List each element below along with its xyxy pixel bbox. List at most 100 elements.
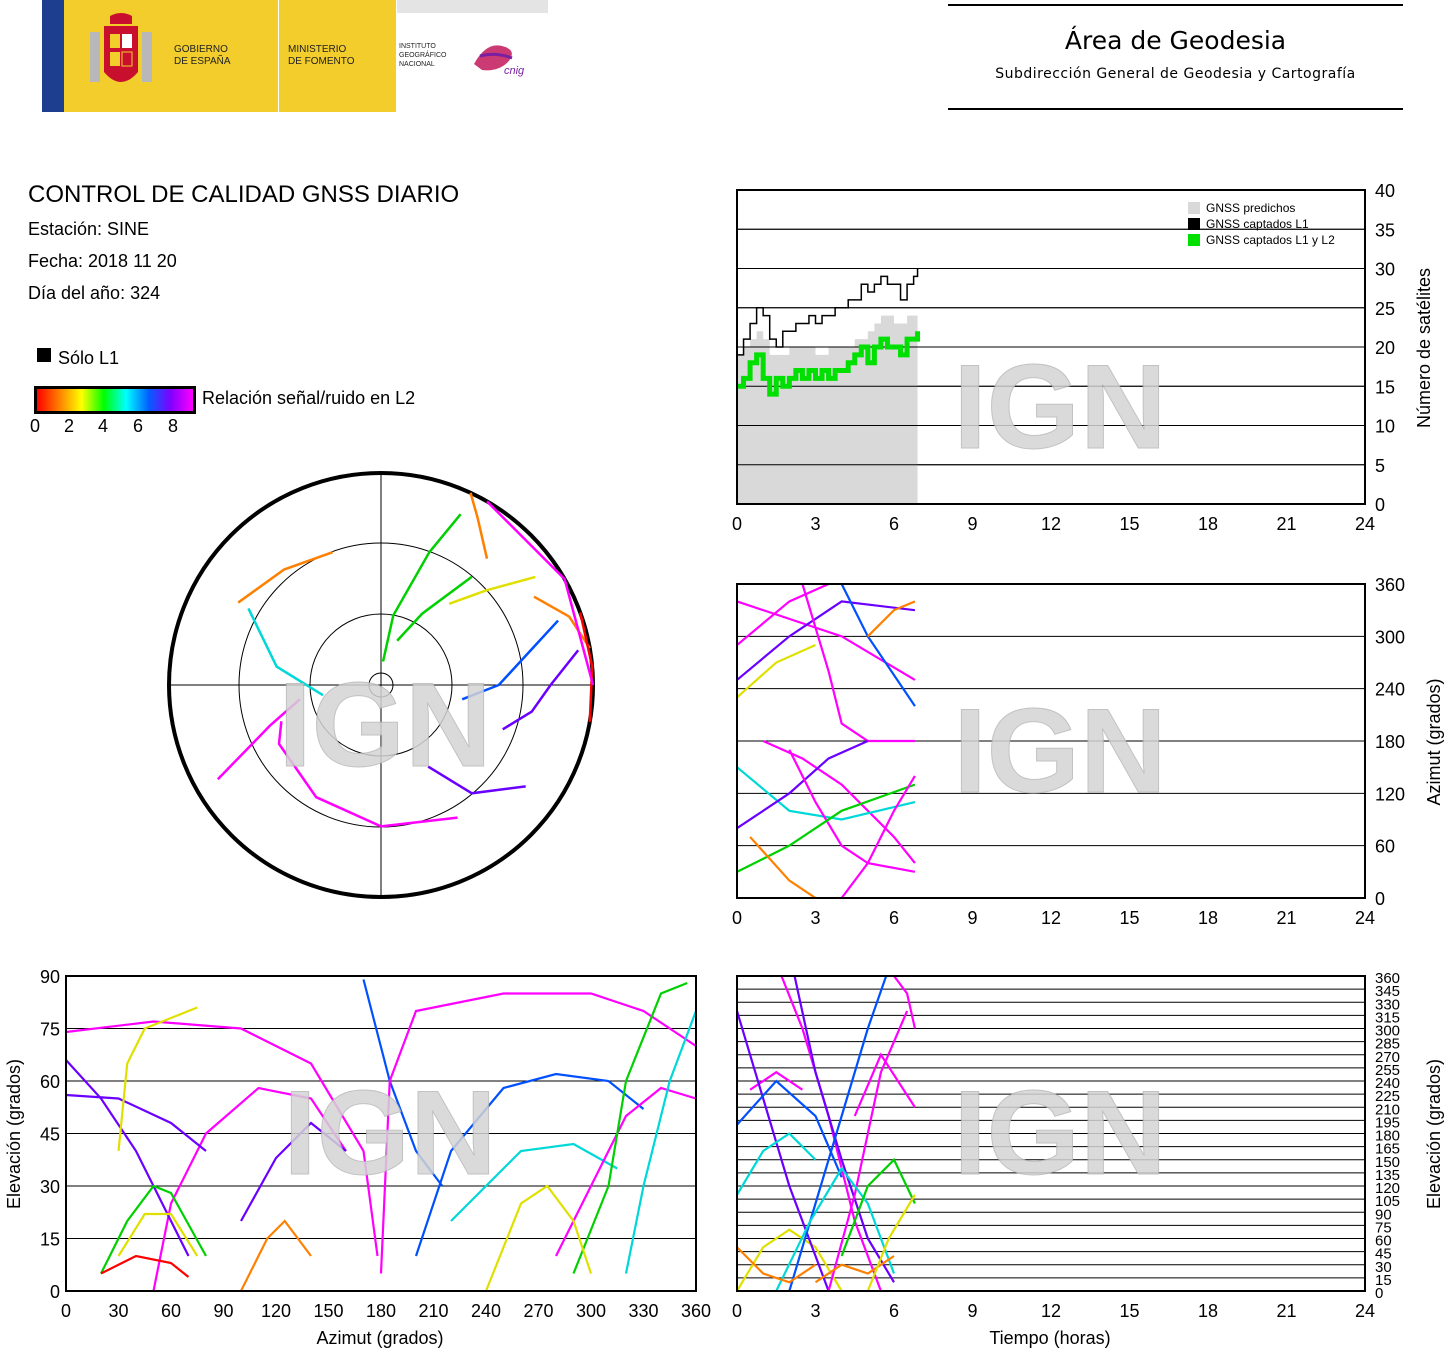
satellite-track (827, 1010, 909, 1292)
satellite-track (65, 1059, 190, 1257)
satellite-track (735, 1010, 830, 1292)
satellite-track (100, 1254, 190, 1278)
y-tick-label: 360 (1375, 970, 1400, 987)
ign-watermark: IGN (283, 1066, 496, 1200)
x-tick-label: 9 (967, 514, 977, 534)
x-tick-label: 300 (576, 1301, 606, 1321)
y-tick-label: 10 (1375, 417, 1395, 437)
satellite-track (572, 981, 688, 1274)
x-axis-label: Tiempo (horas) (989, 1328, 1110, 1348)
satellite-track (788, 975, 888, 1292)
ign-line3: NACIONAL (399, 61, 435, 68)
legend-swatch (1188, 234, 1200, 246)
y-tick-label: 45 (1375, 1246, 1392, 1263)
x-tick-label: 6 (889, 908, 899, 928)
doy-label: Día del año: 324 (28, 283, 161, 303)
x-tick-label: 330 (628, 1301, 658, 1321)
y-tick-label: 30 (1375, 1259, 1392, 1276)
satellite-track (555, 1086, 697, 1257)
satellite-track (814, 1255, 895, 1284)
y-tick-label: 165 (1375, 1141, 1400, 1158)
satellite-track (788, 749, 916, 873)
x-tick-label: 0 (732, 1301, 742, 1321)
sky-track (448, 575, 536, 605)
x-axis-label: Azimut (grados) (316, 1328, 443, 1348)
satellite-track (736, 766, 916, 821)
x-tick-label: 0 (61, 1301, 71, 1321)
x-tick-label: 6 (889, 1301, 899, 1321)
x-tick-label: 0 (732, 908, 742, 928)
y-tick-label: 15 (1375, 377, 1395, 397)
satellite-track (362, 979, 444, 1187)
y-tick-label: 240 (1375, 680, 1405, 700)
ministerio-block (279, 0, 396, 112)
y-tick-label: 30 (1375, 260, 1395, 280)
y-tick-label: 330 (1375, 996, 1400, 1013)
x-tick-label: 180 (366, 1301, 396, 1321)
satellite-track (484, 1184, 593, 1292)
sky-track (578, 612, 594, 722)
satellite-track (100, 1184, 207, 1274)
x-tick-label: 24 (1355, 908, 1375, 928)
satellite-track (736, 600, 916, 681)
y-tick-label: 5 (1375, 456, 1385, 476)
satellite-track (736, 1246, 817, 1284)
elevation-azimuth-chart: 0 15 30 45 60 75 90 0 30 60 90 120 150 180 210 240 270 30… (4, 967, 711, 1348)
sky-track (502, 649, 580, 731)
l1l2-series-line (737, 331, 921, 397)
satellite-track (840, 1157, 916, 1257)
plot-frame (736, 975, 1366, 1292)
y-tick-label: 210 (1375, 1101, 1400, 1118)
satellite-track (840, 775, 916, 899)
x-tick-label: 30 (108, 1301, 128, 1321)
sky-track (247, 607, 324, 697)
sky-track (381, 513, 462, 662)
coat-of-arms-icon (90, 13, 152, 82)
legend-label: GNSS predichos (1206, 201, 1295, 215)
satellite-track (749, 836, 817, 899)
plot-frame (736, 583, 1366, 899)
y-tick-label: 0 (1375, 495, 1385, 515)
satellite-track (736, 739, 869, 830)
skyplot-chart: IGN (167, 471, 595, 899)
y-tick-label: 180 (1375, 732, 1405, 752)
satellite-track (867, 600, 916, 638)
y-tick-label: 195 (1375, 1114, 1400, 1131)
y-tick-label: 240 (1375, 1075, 1400, 1092)
snr-tick: 8 (168, 416, 179, 436)
satellite-track (152, 1086, 347, 1292)
y-tick-label: 315 (1375, 1009, 1400, 1026)
ign-watermark: IGN (953, 684, 1166, 818)
sky-track (396, 575, 473, 642)
satellite-track (853, 1052, 916, 1117)
satellite-track (624, 1010, 698, 1274)
x-tick-label: 0 (732, 514, 742, 534)
x-tick-label: 15 (1119, 908, 1139, 928)
sky-track (461, 619, 559, 701)
y-tick-label: 180 (1375, 1128, 1400, 1145)
y-tick-label: 35 (1375, 220, 1395, 240)
y-tick-label: 90 (40, 967, 60, 987)
satellite-track (65, 1093, 207, 1152)
x-tick-label: 6 (889, 514, 899, 534)
y-axis-label: Azimut (grados) (1424, 678, 1444, 805)
y-tick-label: 60 (40, 1072, 60, 1092)
y-tick-label: 300 (1375, 1023, 1400, 1040)
y-tick-label: 0 (1375, 1285, 1383, 1302)
satellite-track (414, 1072, 645, 1257)
y-tick-label: 120 (1375, 1180, 1400, 1197)
x-tick-label: 12 (1041, 908, 1061, 928)
x-tick-label: 3 (810, 1301, 820, 1321)
y-tick-label: 270 (1375, 1049, 1400, 1066)
snr-label: Relación señal/ruido en L2 (202, 388, 416, 408)
x-tick-label: 18 (1198, 1301, 1218, 1321)
ign-line1: INSTITUTO (399, 43, 436, 50)
snr-tick: 6 (133, 416, 144, 436)
y-tick-label: 0 (1375, 889, 1385, 909)
y-tick-label: 25 (1375, 299, 1395, 319)
satellite-track (793, 975, 895, 1283)
y-tick-label: 75 (40, 1020, 60, 1040)
y-tick-label: 15 (1375, 1272, 1392, 1289)
satellite-track (240, 1121, 347, 1222)
sky-track (277, 721, 458, 828)
